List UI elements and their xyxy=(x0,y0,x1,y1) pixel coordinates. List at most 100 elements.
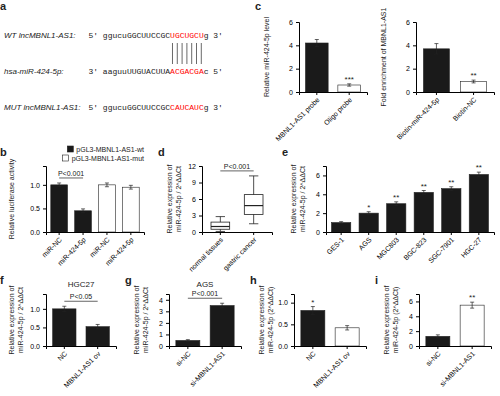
error-bar xyxy=(347,84,351,86)
significance-label: * xyxy=(367,203,370,212)
bracket xyxy=(59,177,83,178)
error-bar xyxy=(311,307,315,315)
sequence-label: WT lncMBNL1-AS1: xyxy=(4,31,76,40)
tick-label: 2 xyxy=(409,328,413,335)
error-bar xyxy=(436,335,440,338)
tick-mark xyxy=(413,69,416,70)
tick-mark xyxy=(296,45,299,46)
error-bar xyxy=(315,40,319,47)
box-median xyxy=(244,205,263,206)
tick-label: 0.5 xyxy=(30,324,40,331)
tick-label: 3 xyxy=(159,308,163,315)
tick: 0 xyxy=(289,89,299,96)
tick: 6 xyxy=(316,172,326,179)
whisker xyxy=(253,214,254,223)
tick-label: 1 xyxy=(159,331,163,338)
tick-label: 4 xyxy=(316,191,320,198)
tick-label: 2 xyxy=(406,65,410,72)
tick: miR-NC xyxy=(41,232,64,259)
x-axis: GES-1AGSMGC803BGC-823SGC-7901HGC-27 xyxy=(325,232,494,264)
plot-area xyxy=(305,40,360,93)
bar xyxy=(176,340,200,346)
panel-label: g xyxy=(125,274,132,286)
tick-mark xyxy=(220,232,221,235)
axis-line xyxy=(47,347,117,350)
y-axis-title-line: miR-424-5p / 2^ΔΔCt xyxy=(175,166,183,232)
tick-label: HGC-27 xyxy=(460,236,483,259)
tick-label: si-MBNL1-AS1 xyxy=(188,350,226,388)
y-axis-title: Relative expression ofmiR-424-5p (2^ΔΔCt… xyxy=(383,286,400,355)
tick: Oligo probe xyxy=(323,92,354,127)
significance-label: ** xyxy=(448,178,454,187)
tick: si-NC xyxy=(174,346,191,367)
tick-mark xyxy=(291,324,294,325)
bar xyxy=(99,185,116,232)
y-axis: 0.00.51.0 xyxy=(30,295,46,350)
pairing-bar xyxy=(191,43,192,64)
error-bar xyxy=(96,324,100,328)
tick-mark xyxy=(166,346,169,347)
tick-label: 2 xyxy=(159,320,163,327)
y-axis-title-line: miR-424-5p (2^ΔΔCt) xyxy=(392,287,400,354)
tick: miR-NC xyxy=(88,232,111,259)
tick: 4 xyxy=(289,42,299,49)
tick-mark xyxy=(437,346,438,349)
y-axis: 0246 xyxy=(289,19,299,96)
bar xyxy=(301,310,325,346)
tick-mark xyxy=(347,346,348,349)
legend-label: pGL3-MBNL1-AS1-mut xyxy=(72,155,144,163)
error-bar xyxy=(62,306,66,311)
sequence-segment: ACGACGA xyxy=(170,67,204,76)
tick: si-MBNL1-AS1 xyxy=(438,346,476,388)
tick: 0.5 xyxy=(30,205,46,212)
tick: 4 xyxy=(159,297,169,304)
sequence-label: MUT lncMBNL1-AS1: xyxy=(4,103,80,112)
tick-mark xyxy=(451,232,452,235)
significance-label: ** xyxy=(469,293,475,302)
tick-mark xyxy=(83,232,84,235)
bar xyxy=(75,211,92,232)
axis-line xyxy=(199,167,203,233)
tick: miR-424-5p xyxy=(56,232,88,267)
plot-area xyxy=(332,172,489,232)
tick: 6 xyxy=(406,19,416,26)
tick: 0 xyxy=(192,229,202,236)
tick-label: 4 xyxy=(289,42,293,49)
axis-line xyxy=(43,295,47,347)
error-bar xyxy=(339,222,343,224)
x-axis: NCMBNL1-AS1 ov xyxy=(295,346,367,389)
tick: si-NC xyxy=(424,346,441,367)
error-bar xyxy=(367,212,371,215)
tick-label: 0 xyxy=(192,229,196,236)
tick-mark xyxy=(166,334,169,335)
tick-label: 6 xyxy=(289,19,293,26)
bar xyxy=(335,328,359,346)
tick: 1.0 xyxy=(278,299,294,306)
y-axis-title-line: Relative expression of xyxy=(383,286,391,355)
tick-mark xyxy=(472,346,473,349)
x-axis: MBNL1-AS1 probeOligo probe xyxy=(274,92,367,143)
tick-label: MBNL1-AS1 probe xyxy=(274,96,321,143)
tick-label: 0 xyxy=(406,89,410,96)
tick-mark xyxy=(416,346,419,347)
tick-mark xyxy=(413,92,416,93)
tick-mark xyxy=(416,331,419,332)
annotation: P<0.001 xyxy=(192,290,218,297)
tick-label: 4 xyxy=(406,42,410,49)
tick: 4 xyxy=(316,191,326,198)
plot-area xyxy=(301,307,359,346)
tick-mark xyxy=(323,232,326,233)
annotation: P<0.001 xyxy=(224,163,250,170)
tick-label: 0.0 xyxy=(30,229,40,236)
tick: 0.5 xyxy=(30,324,46,331)
y-axis-title-line: miR-424-5p (2^ΔΔCt) xyxy=(267,287,275,354)
tick: 0 xyxy=(316,229,326,236)
bracket xyxy=(64,301,97,302)
tick: BGC-823 xyxy=(402,232,428,262)
tick-label: 0 xyxy=(316,229,320,236)
tick-mark xyxy=(106,232,107,235)
tick-mark xyxy=(64,346,65,349)
error-bar xyxy=(470,302,474,308)
tick-label: BGC-823 xyxy=(402,236,428,262)
tick-mark xyxy=(43,346,46,347)
